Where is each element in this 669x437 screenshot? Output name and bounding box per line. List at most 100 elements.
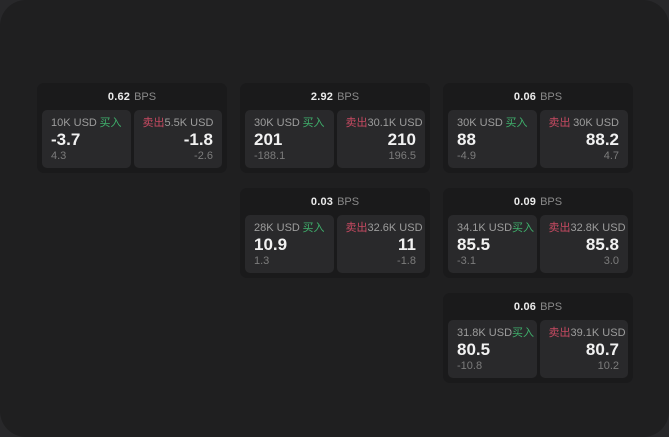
buy-amount: 30K USD [254,117,300,129]
buy-panel[interactable]: 28K USD 买入 10.9 1.3 [245,215,334,273]
sell-price: -1.8 [183,129,213,149]
buy-panel[interactable]: 30K USD 买入 88 -4.9 [448,110,537,168]
sell-side-label: 卖出 [548,327,571,339]
bps-header: 0.03 BPS [240,188,430,215]
buy-panel[interactable]: 10K USD 买入 -3.7 4.3 [42,110,131,168]
buy-amount: 34.1K USD [457,222,513,234]
buy-side-label: 买入 [512,327,535,339]
bps-unit-label: BPS [540,90,563,103]
bps-value: 0.06 [513,90,537,103]
bps-unit-label: BPS [134,90,157,103]
buy-panel-header: 28K USD 买入 [254,222,325,234]
bps-header: 0.06 BPS [443,83,633,110]
buy-delta: -188.1 [254,150,286,162]
sell-panel[interactable]: 卖出 30K USD 88.2 4.7 [539,110,628,168]
buy-amount: 28K USD [254,222,300,234]
quote-card: 2.92 BPS 30K USD 买入 201 -188.1 卖出 30.1K … [240,83,430,173]
quote-card: 0.06 BPS 31.8K USD 买入 80.5 -10.8 卖出 39.1… [443,293,633,383]
bps-value: 0.03 [310,195,334,208]
buy-side-label: 买入 [99,117,122,129]
sell-price: 88.2 [585,129,619,149]
sell-delta: -2.6 [194,150,213,162]
quote-panels: 28K USD 买入 10.9 1.3 卖出 32.6K USD 11 -1.8 [245,215,425,273]
buy-amount: 31.8K USD [457,327,513,339]
sell-panel-header: 卖出 30.1K USD [345,117,423,129]
quote-card: 0.06 BPS 30K USD 买入 88 -4.9 卖出 30K USD 8… [443,83,633,173]
sell-panel-header: 卖出 5.5K USD [143,117,214,129]
buy-delta: -10.8 [457,360,483,372]
buy-price: 201 [254,129,283,149]
buy-price: -3.7 [51,129,81,149]
sell-panel-header: 卖出 32.6K USD [345,222,423,234]
sell-panel-header: 卖出 32.8K USD [548,222,626,234]
sell-price: 11 [398,234,416,254]
sell-amount: 32.6K USD [367,222,423,234]
sell-delta: 10.2 [597,360,619,372]
buy-side-label: 买入 [302,117,325,129]
sell-side-label: 卖出 [142,117,165,129]
buy-panel-header: 31.8K USD 买入 [457,327,534,339]
sell-side-label: 卖出 [345,117,368,129]
bps-value: 0.06 [513,300,537,313]
sell-price: 85.8 [585,234,619,254]
sell-price: 80.7 [585,339,619,359]
sell-side-label: 卖出 [345,222,368,234]
buy-delta: -3.1 [457,255,476,267]
buy-price: 88 [457,129,476,149]
bps-unit-label: BPS [540,300,563,313]
buy-price: 10.9 [254,234,288,254]
bps-header: 2.92 BPS [240,83,430,110]
sell-panel[interactable]: 卖出 32.6K USD 11 -1.8 [336,215,425,273]
buy-delta: -4.9 [457,150,476,162]
buy-side-label: 买入 [302,222,325,234]
sell-panel[interactable]: 卖出 39.1K USD 80.7 10.2 [539,320,628,378]
buy-delta: 1.3 [254,255,270,267]
quote-panels: 34.1K USD 买入 85.5 -3.1 卖出 32.8K USD 85.8… [448,215,628,273]
bps-header: 0.06 BPS [443,293,633,320]
bps-value: 0.62 [107,90,131,103]
quote-card: 0.09 BPS 34.1K USD 买入 85.5 -3.1 卖出 32.8K… [443,188,633,278]
buy-price: 80.5 [457,339,491,359]
sell-side-label: 卖出 [548,222,571,234]
sell-side-label: 卖出 [548,117,571,129]
sell-panel-header: 卖出 30K USD [549,117,620,129]
buy-panel[interactable]: 31.8K USD 买入 80.5 -10.8 [448,320,537,378]
buy-panel[interactable]: 34.1K USD 买入 85.5 -3.1 [448,215,537,273]
sell-panel-header: 卖出 39.1K USD [548,327,626,339]
buy-side-label: 买入 [505,117,528,129]
sell-panel[interactable]: 卖出 32.8K USD 85.8 3.0 [539,215,628,273]
sell-delta: 196.5 [388,150,416,162]
sell-amount: 30.1K USD [367,117,423,129]
buy-panel-header: 10K USD 买入 [51,117,122,129]
bps-header: 0.62 BPS [37,83,227,110]
buy-panel[interactable]: 30K USD 买入 201 -188.1 [245,110,334,168]
buy-amount: 10K USD [51,117,97,129]
buy-price: 85.5 [457,234,491,254]
sell-panel[interactable]: 卖出 5.5K USD -1.8 -2.6 [133,110,222,168]
quote-panels: 10K USD 买入 -3.7 4.3 卖出 5.5K USD -1.8 -2.… [42,110,222,168]
bps-unit-label: BPS [337,90,360,103]
sell-amount: 30K USD [573,117,619,129]
quote-panels: 30K USD 买入 88 -4.9 卖出 30K USD 88.2 4.7 [448,110,628,168]
buy-amount: 30K USD [457,117,503,129]
sell-panel[interactable]: 卖出 30.1K USD 210 196.5 [336,110,425,168]
quote-panels: 30K USD 买入 201 -188.1 卖出 30.1K USD 210 1… [245,110,425,168]
bps-value: 2.92 [310,90,334,103]
bps-header: 0.09 BPS [443,188,633,215]
buy-panel-header: 34.1K USD 买入 [457,222,534,234]
sell-amount: 39.1K USD [570,327,626,339]
sell-amount: 5.5K USD [164,117,214,129]
buy-side-label: 买入 [512,222,535,234]
sell-amount: 32.8K USD [570,222,626,234]
quote-panels: 31.8K USD 买入 80.5 -10.8 卖出 39.1K USD 80.… [448,320,628,378]
sell-delta: 3.0 [603,255,619,267]
quote-card: 0.03 BPS 28K USD 买入 10.9 1.3 卖出 32.6K US… [240,188,430,278]
bps-value: 0.09 [513,195,537,208]
bps-unit-label: BPS [337,195,360,208]
sell-delta: -1.8 [397,255,416,267]
sell-delta: 4.7 [603,150,619,162]
sell-price: 210 [387,129,416,149]
buy-delta: 4.3 [51,150,67,162]
buy-panel-header: 30K USD 买入 [254,117,325,129]
